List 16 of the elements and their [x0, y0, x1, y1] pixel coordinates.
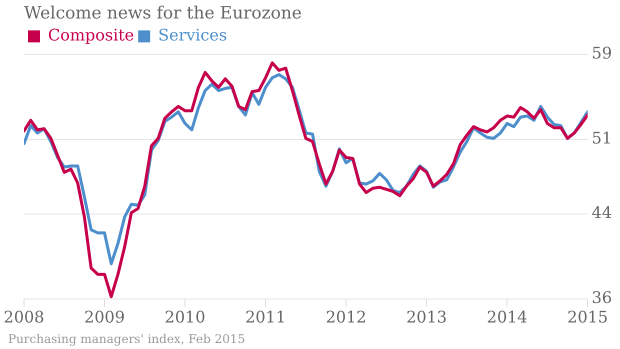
- x-tick-label: 2010: [164, 308, 206, 327]
- legend-label: Composite: [48, 26, 134, 45]
- x-tick-label: 2013: [406, 308, 447, 327]
- chart-title: Welcome news for the Eurozone: [24, 4, 302, 24]
- x-tick-label: 2012: [326, 308, 366, 327]
- y-tick-label: 36: [592, 288, 612, 307]
- y-tick-label: 44: [592, 202, 612, 222]
- text: Purchasing managers' index, Feb 2015: [8, 332, 246, 346]
- x-tick-label: 2009: [84, 308, 125, 327]
- x-tick-label: 2008: [4, 308, 44, 327]
- y-tick-label: 51: [592, 128, 612, 148]
- x-tick-label: 2011: [245, 308, 286, 327]
- legend-label: Services: [158, 26, 228, 45]
- x-tick-label: 2015: [567, 308, 608, 327]
- x-tick-label: 2014: [486, 308, 528, 327]
- y-tick-label: 59: [592, 44, 612, 63]
